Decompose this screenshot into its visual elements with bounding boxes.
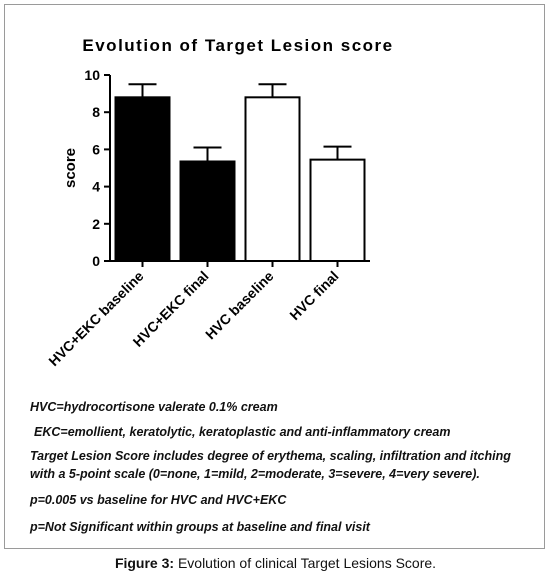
bar-chart: Evolution of Target Lesion score score 0… [45,36,393,369]
note-not-significant: p=Not Significant within groups at basel… [30,520,370,534]
caption-label: Figure 3: [114,555,175,571]
figure-frame [4,4,545,549]
x-tick-label: HVC baseline [202,268,277,343]
y-tick-label: 4 [92,179,100,195]
y-tick-label: 8 [92,104,100,120]
note-score-definition: Target Lesion Score includes degree of e… [30,449,511,481]
y-axis-label: score [62,148,79,188]
chart-title: Evolution of Target Lesion score [82,36,393,55]
bar [309,158,366,263]
y-tick-label: 2 [92,216,100,232]
note-hvc: HVC=hydrocortisone valerate 0.1% cream [30,400,278,414]
x-tick-label: HVC final [286,268,341,323]
figure-caption: Figure 3: Evolution of clinical Target L… [0,555,551,571]
y-tick-label: 6 [92,141,100,157]
x-tick-label: HVC+EKC baseline [45,268,146,369]
y-tick-label: 10 [84,67,100,83]
y-tick-label: 0 [92,253,100,269]
bar [179,160,236,263]
figure-notes: HVC=hydrocortisone valerate 0.1% cream E… [30,398,535,536]
bar [114,96,171,262]
note-p-value: p=0.005 vs baseline for HVC and HVC+EKC [30,493,287,507]
caption-text: Evolution of clinical Target Lesions Sco… [174,555,437,571]
note-ekc: EKC=emollient, keratolytic, keratoplasti… [34,425,451,439]
bar [244,96,301,262]
